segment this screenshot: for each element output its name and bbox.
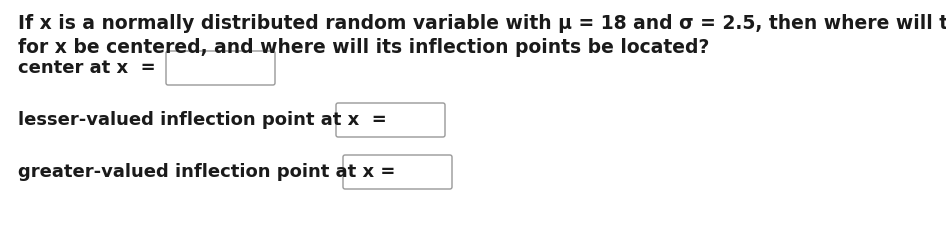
- FancyBboxPatch shape: [336, 103, 445, 137]
- Text: lesser-valued inflection point at x  =: lesser-valued inflection point at x =: [18, 111, 387, 129]
- Text: If x is a normally distributed random variable with μ = 18 and σ = 2.5, then whe: If x is a normally distributed random va…: [18, 14, 946, 33]
- Text: greater-valued inflection point at x =: greater-valued inflection point at x =: [18, 163, 395, 181]
- Text: center at x  =: center at x =: [18, 59, 156, 77]
- FancyBboxPatch shape: [166, 51, 275, 85]
- Text: for x be centered, and where will its inflection points be located?: for x be centered, and where will its in…: [18, 38, 710, 57]
- FancyBboxPatch shape: [343, 155, 452, 189]
